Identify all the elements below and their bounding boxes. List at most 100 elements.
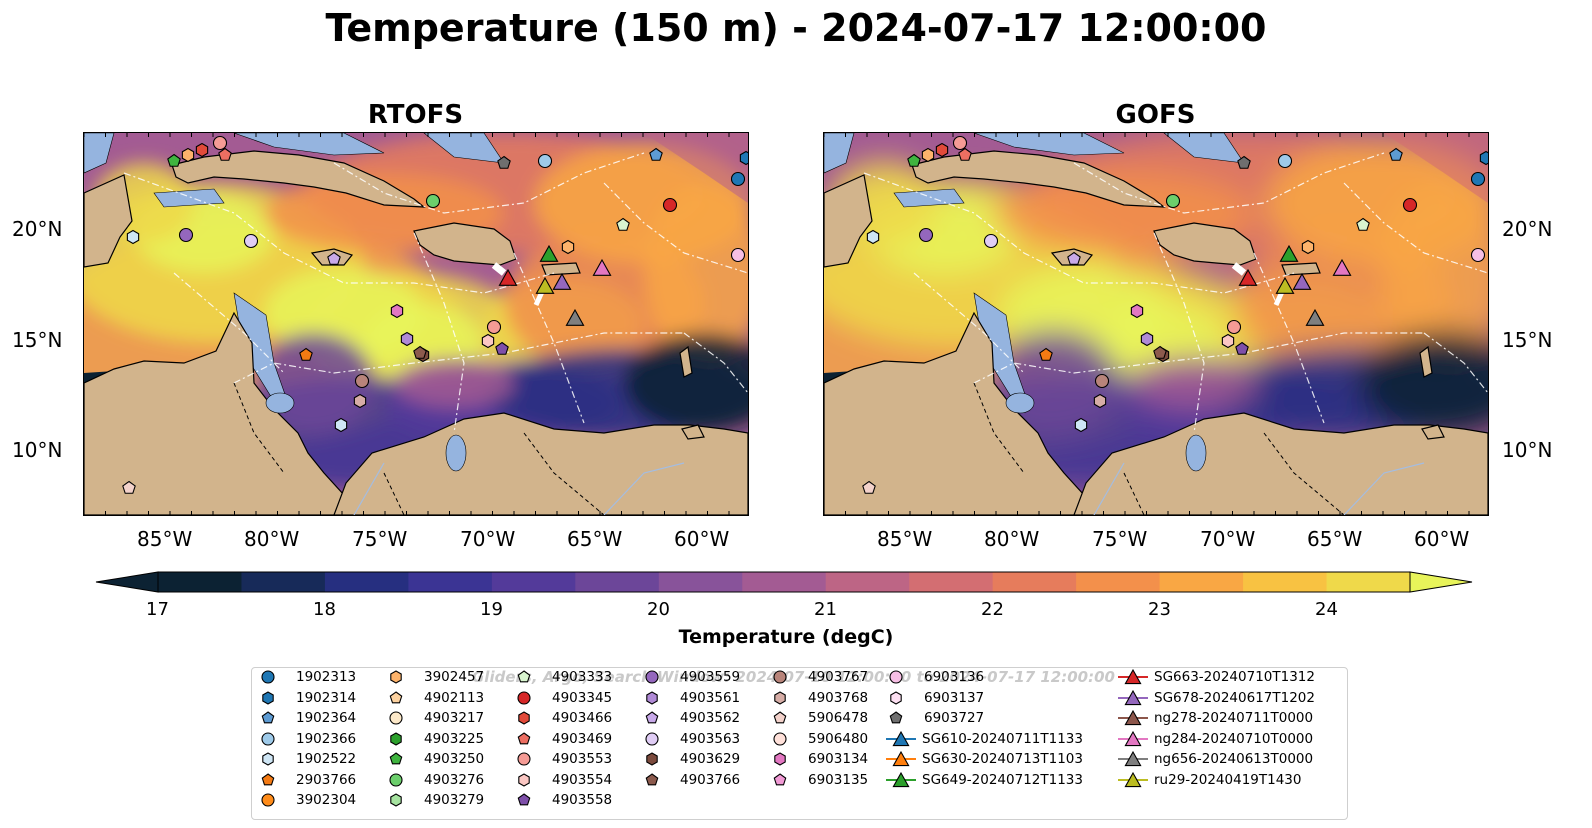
legend-circle-icon: [517, 752, 531, 766]
legend-marker-icon: [773, 772, 787, 785]
y-tick-label: 10°N: [12, 438, 63, 462]
y-tick-label: 15°N: [12, 328, 63, 352]
legend-marker-icon: [261, 793, 275, 807]
float-marker-4903558: [1235, 341, 1249, 355]
colorbar-label: Temperature (degC): [678, 626, 894, 648]
x-tick-label: 85°W: [137, 527, 193, 551]
legend-label: 4903469: [552, 730, 613, 747]
legend-item: 4903333: [514, 667, 612, 687]
bahamas-bank-shelf: [233, 133, 385, 156]
colorbar-tick-label: 18: [313, 599, 336, 620]
map-panel-gofs[interactable]: [823, 132, 1489, 516]
float-marker-1902522: [866, 229, 880, 245]
legend-marker-icon: [389, 752, 403, 765]
legend-marker-icon: [886, 771, 916, 787]
eez-boundary: [683, 332, 748, 394]
puerto-rico-land: [541, 262, 581, 276]
legend-hexagon-icon: [890, 690, 902, 705]
temperature-map-rtofs[interactable]: [84, 133, 748, 515]
legend-label: 4903629: [680, 751, 741, 767]
legend-label: 1902366: [296, 730, 357, 747]
colorbar-swatch: [575, 572, 660, 592]
legend-marker-icon: [889, 670, 903, 684]
colorbar-swatch: [491, 572, 576, 592]
legend-hexagon-icon: [646, 690, 658, 705]
legend-triangle-icon: [892, 750, 910, 767]
legend-label: 1902364: [296, 710, 357, 726]
float-marker-4903250: [167, 153, 181, 167]
glider-marker-ng656-20240613T0000: [565, 308, 585, 326]
legend-item: 4903554: [514, 770, 612, 790]
yucatan-land: [84, 174, 133, 268]
legend-pentagon-icon: [389, 752, 403, 765]
colorbar-tick-label: 23: [1148, 599, 1171, 620]
yucatan-shelf-shelf: [84, 133, 115, 174]
legend-pentagon-icon: [645, 711, 659, 724]
eez-boundary: [173, 272, 285, 374]
lesser-antilles-land: [679, 345, 693, 378]
legend-triangle-icon: [1124, 689, 1142, 705]
legend-marker-icon: [517, 793, 531, 806]
legend-item: 5906478: [770, 708, 868, 728]
legend-label: 4903279: [424, 792, 485, 808]
legend-marker-icon: [886, 730, 916, 746]
x-tick-label: 75°W: [1092, 527, 1148, 551]
legend-hexagon-icon: [774, 690, 786, 705]
legend-marker-icon: [261, 670, 275, 684]
float-marker-6903134: [1130, 303, 1144, 319]
glider-marker-ng284-20240710T0000: [592, 258, 612, 276]
country-border: [523, 432, 605, 515]
temperature-map-gofs[interactable]: [824, 133, 1488, 515]
legend-hexagon-icon: [390, 793, 402, 807]
legend-marker-icon: [1118, 668, 1148, 685]
river: [353, 462, 385, 515]
glider-marker-ru29-20240419T1430: [1275, 276, 1295, 294]
legend-label: 4903466: [552, 710, 613, 726]
x-tick-label: 80°W: [244, 527, 300, 551]
legend-pentagon-icon: [517, 731, 531, 744]
legend-item: 1902314: [258, 688, 356, 708]
glider-marker-SG678-20240617T1202: [1292, 272, 1312, 290]
legend-label: ng656-20240613T0000: [1154, 751, 1314, 767]
legend-label: 4903562: [680, 710, 741, 726]
legend-circle-icon: [645, 670, 659, 684]
legend-pentagon-icon: [773, 772, 787, 785]
legend-label: 3902304: [296, 792, 357, 808]
legend-marker-icon: [645, 670, 659, 684]
legend-item: ru29-20240419T1430: [1118, 770, 1301, 790]
country-border: [233, 382, 285, 474]
float-marker-5906478: [122, 480, 136, 494]
colorbar-swatch: [241, 572, 326, 592]
temperature-blob: [1129, 356, 1259, 410]
legend-item: SG630-20240713T1103: [886, 749, 1083, 769]
legend-label: 6903137: [924, 689, 985, 706]
legend-marker-icon: [517, 731, 531, 744]
legend-marker-icon: [774, 752, 786, 766]
legend-marker-icon: [517, 690, 531, 705]
legend-triangle-icon: [1124, 750, 1142, 767]
legend-item: 6903135: [770, 770, 868, 790]
map-panel-rtofs[interactable]: [83, 132, 749, 516]
legend-label: 4903766: [680, 771, 741, 788]
legend-label: SG678-20240617T1202: [1154, 689, 1315, 706]
eez-boundary: [233, 332, 684, 384]
legend-hexagon-icon: [262, 752, 274, 766]
legend-label: 4903553: [552, 751, 613, 767]
float-marker-4903766: [1153, 345, 1167, 359]
legend-marker-icon: [1118, 771, 1148, 787]
glider-marker-ng284-20240710T0000: [1332, 258, 1352, 276]
legend-marker-icon: [261, 731, 275, 746]
legend-item: 3902304: [258, 790, 356, 810]
legend-label: 4903345: [552, 689, 613, 706]
float-marker-4903562: [1067, 251, 1081, 265]
temperature-blob: [1379, 178, 1488, 368]
legend-pentagon-icon: [389, 690, 403, 703]
legend-circle-icon: [389, 772, 403, 787]
legend-marker-icon: [390, 670, 402, 684]
panel-title-gofs: GOFS: [1115, 100, 1196, 130]
float-marker-4903276: [1165, 193, 1181, 209]
legend-hexagon-icon: [262, 690, 274, 705]
legend-item: 1902366: [258, 729, 356, 749]
cuba-land: [911, 150, 1166, 208]
puerto-rico-land: [1281, 262, 1321, 276]
